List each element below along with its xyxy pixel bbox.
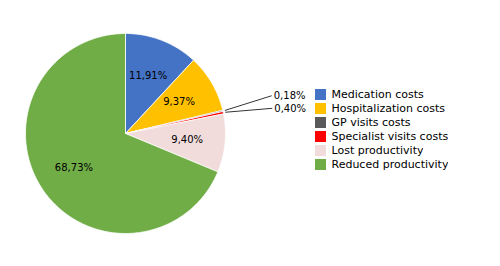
svg-text:68,73%: 68,73% bbox=[55, 162, 93, 173]
html-text:Specialist visits costs: Specialist visits costs bbox=[331, 130, 449, 144]
svg-text:9,40%: 9,40% bbox=[171, 134, 203, 145]
svg-text:11,91%: 11,91% bbox=[129, 70, 167, 81]
html-text:Hospitalization costs: Hospitalization costs bbox=[331, 102, 446, 116]
html-text:GP visits costs: GP visits costs bbox=[331, 116, 411, 130]
svg-text:0,40%: 0,40% bbox=[274, 103, 306, 114]
svg-text:0,18%: 0,18% bbox=[274, 90, 306, 101]
svg-text:9,37%: 9,37% bbox=[163, 96, 195, 107]
html-text:Medication costs: Medication costs bbox=[331, 88, 424, 102]
html-text:Reduced productivity: Reduced productivity bbox=[331, 158, 449, 172]
html-text:Lost productivity: Lost productivity bbox=[331, 144, 424, 158]
